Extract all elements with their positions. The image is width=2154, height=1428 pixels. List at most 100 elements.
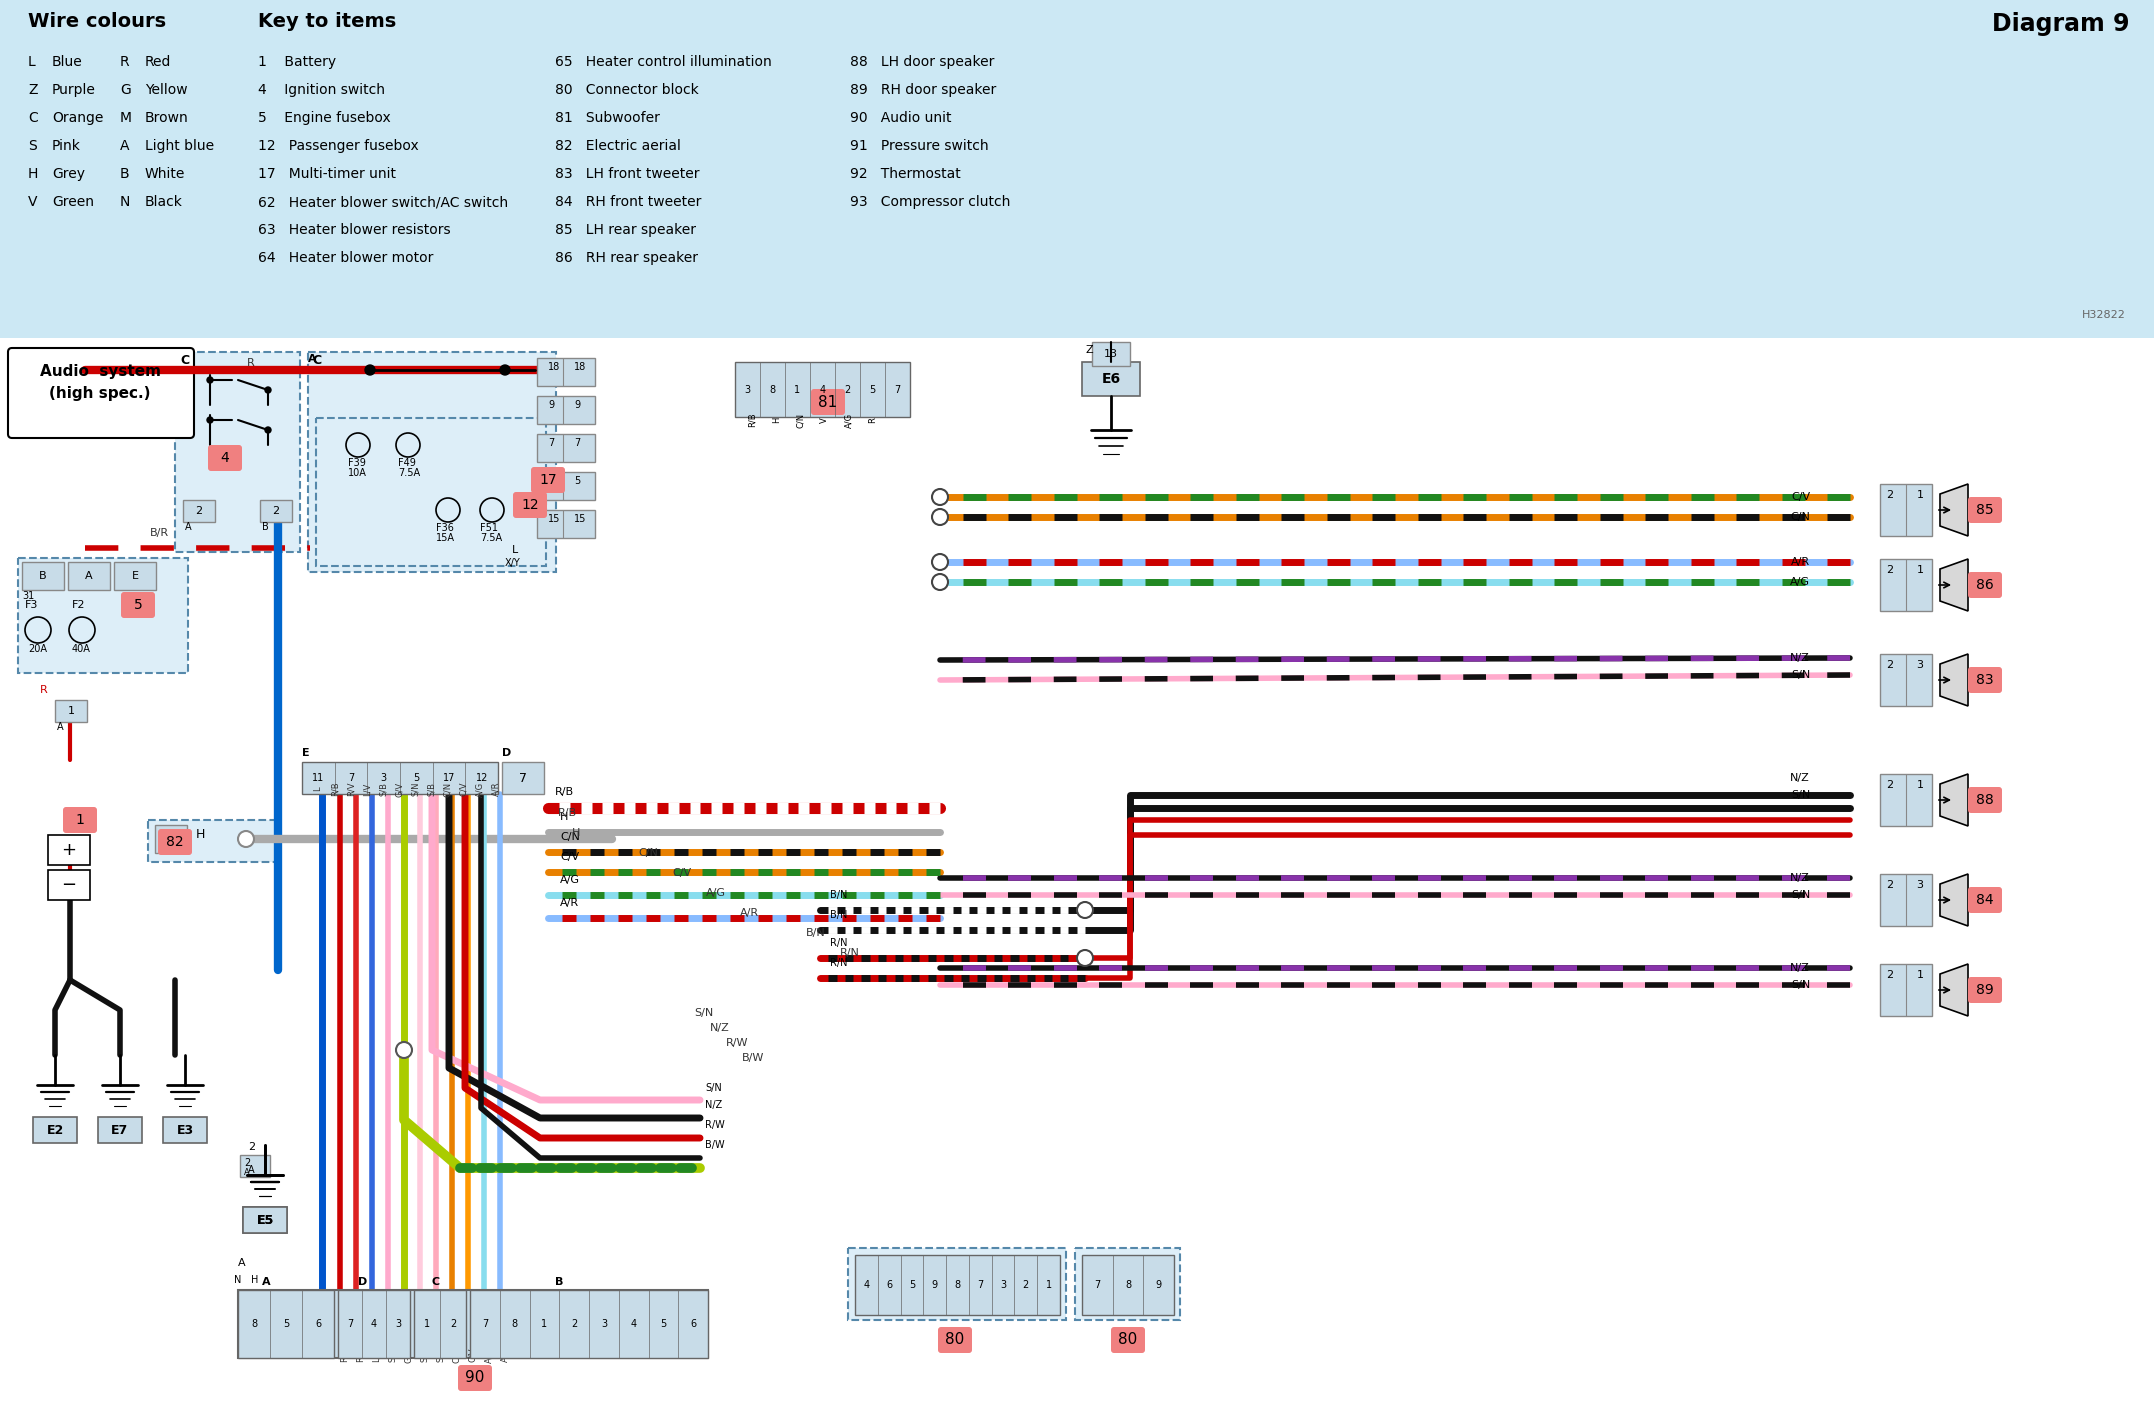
Text: A: A — [243, 1168, 250, 1177]
Text: N/Z: N/Z — [1790, 773, 1809, 783]
Text: 2: 2 — [271, 506, 280, 516]
Text: A/G: A/G — [476, 781, 485, 797]
Text: Pink: Pink — [52, 139, 82, 153]
Text: H: H — [560, 813, 569, 823]
Text: L/V: L/V — [364, 783, 373, 795]
Text: Green: Green — [52, 196, 95, 208]
Polygon shape — [1941, 964, 1969, 1015]
Bar — [1880, 558, 1932, 611]
Text: 8: 8 — [510, 1319, 517, 1329]
Text: B/W: B/W — [704, 1140, 724, 1150]
Bar — [1880, 484, 1932, 536]
Bar — [183, 500, 215, 523]
Text: S/N: S/N — [694, 1008, 713, 1018]
Text: 88   LH door speaker: 88 LH door speaker — [851, 56, 995, 69]
Bar — [536, 396, 595, 424]
Text: 2: 2 — [1023, 1279, 1030, 1289]
Bar — [536, 358, 595, 386]
Text: 18: 18 — [573, 363, 586, 373]
Text: 3: 3 — [1917, 880, 1924, 890]
Bar — [261, 500, 293, 523]
Text: A: A — [263, 1277, 271, 1287]
Circle shape — [933, 574, 948, 590]
Text: 5: 5 — [870, 384, 877, 394]
Text: E3: E3 — [177, 1124, 194, 1137]
Text: E6: E6 — [1101, 373, 1120, 386]
FancyBboxPatch shape — [1969, 497, 2001, 523]
Text: 1: 1 — [168, 834, 174, 844]
Text: H: H — [196, 828, 205, 841]
Text: 7: 7 — [349, 773, 353, 783]
Text: R: R — [248, 358, 254, 368]
Text: R/N: R/N — [829, 958, 847, 968]
Text: R/N: R/N — [840, 948, 859, 958]
Circle shape — [207, 417, 213, 423]
Text: C: C — [28, 111, 39, 126]
Text: N/Z: N/Z — [704, 1100, 722, 1110]
Text: Red: Red — [144, 56, 172, 69]
Bar — [1081, 363, 1139, 396]
Text: L: L — [28, 56, 37, 69]
Text: 12: 12 — [476, 773, 487, 783]
Circle shape — [396, 1042, 411, 1058]
FancyBboxPatch shape — [62, 807, 97, 833]
Text: R/W: R/W — [726, 1038, 747, 1048]
Bar — [114, 563, 155, 590]
Text: 4: 4 — [220, 451, 228, 466]
Text: B: B — [121, 167, 129, 181]
Text: Key to items: Key to items — [258, 11, 396, 31]
Text: 86   RH rear speaker: 86 RH rear speaker — [556, 251, 698, 266]
Bar — [1081, 1255, 1174, 1315]
Text: 17   Multi-timer unit: 17 Multi-timer unit — [258, 167, 396, 181]
Text: 2: 2 — [1887, 660, 1893, 670]
Text: 8: 8 — [250, 1319, 256, 1329]
Text: 65   Heater control illumination: 65 Heater control illumination — [556, 56, 771, 69]
Text: C/N: C/N — [452, 1348, 461, 1362]
Bar — [1880, 964, 1932, 1015]
Bar — [1075, 1248, 1180, 1319]
Text: C/N: C/N — [444, 781, 452, 797]
Text: H: H — [28, 167, 39, 181]
Text: C/V: C/V — [467, 1348, 476, 1362]
Text: S/N: S/N — [704, 1082, 722, 1092]
Circle shape — [933, 554, 948, 570]
Text: N/Z: N/Z — [711, 1022, 730, 1032]
Polygon shape — [1941, 874, 1969, 925]
Text: N: N — [121, 196, 131, 208]
Text: G/V: G/V — [394, 781, 405, 797]
Text: 15: 15 — [573, 514, 586, 524]
Text: 89   RH door speaker: 89 RH door speaker — [851, 83, 997, 97]
Text: Z: Z — [28, 83, 37, 97]
FancyBboxPatch shape — [9, 348, 194, 438]
Text: B: B — [39, 571, 47, 581]
Bar — [97, 1117, 142, 1142]
Text: Grey: Grey — [52, 167, 84, 181]
Circle shape — [500, 366, 510, 376]
Text: H: H — [771, 417, 782, 423]
Circle shape — [933, 508, 948, 526]
Text: H: H — [573, 828, 579, 838]
Text: 82: 82 — [166, 835, 183, 850]
Text: 3: 3 — [745, 384, 750, 394]
FancyBboxPatch shape — [812, 388, 844, 416]
Text: E: E — [131, 571, 138, 581]
Text: 2: 2 — [196, 506, 202, 516]
Text: 1    Battery: 1 Battery — [258, 56, 336, 69]
Text: Wire colours: Wire colours — [28, 11, 166, 31]
Text: A/G: A/G — [844, 413, 853, 427]
Text: C/N: C/N — [1790, 513, 1809, 523]
Text: Black: Black — [144, 196, 183, 208]
Text: F51: F51 — [480, 523, 498, 533]
Text: B: B — [556, 1277, 564, 1287]
Text: H: H — [252, 1275, 258, 1285]
Text: E2: E2 — [47, 1124, 65, 1137]
Text: S/B: S/B — [388, 1348, 396, 1362]
Bar — [1092, 341, 1131, 366]
Text: 1: 1 — [541, 1319, 547, 1329]
Text: D: D — [502, 748, 510, 758]
Text: 3: 3 — [1917, 660, 1924, 670]
Text: 7: 7 — [894, 384, 900, 394]
Text: 1: 1 — [424, 1319, 431, 1329]
Text: C/N: C/N — [638, 848, 657, 858]
Bar — [0, 0, 2154, 338]
